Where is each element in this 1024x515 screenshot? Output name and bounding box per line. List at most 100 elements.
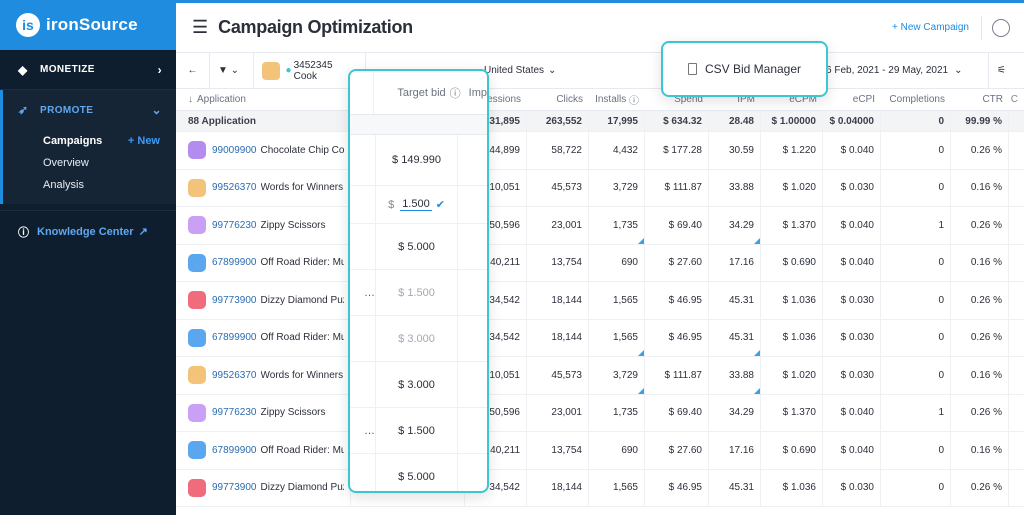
app-id: 67899900 — [212, 332, 257, 344]
bid-edit-cell[interactable]: $1.500 ✔ — [376, 186, 458, 223]
ecpm-cell: $ 1.036 — [761, 319, 823, 356]
bid-row: … $ 1.500 — [350, 270, 487, 316]
ecpi-cell: $ 0.030 — [823, 282, 881, 319]
app-cell[interactable]: 99526370 Words for Winners — [176, 169, 351, 206]
spend-cell: $ 46.95 — [645, 319, 709, 356]
sidebar-item-campaigns[interactable]: Campaigns + New — [43, 130, 176, 152]
column-settings-icon[interactable]: ⚟ — [988, 52, 1024, 89]
nav-promote-group: ➶ PROMOTE ⌄ Campaigns + New Overview Anal… — [0, 90, 176, 204]
logo-icon: is — [16, 13, 40, 37]
bid-value[interactable]: $ 1.500 — [376, 270, 458, 315]
sort-down-icon: ↓ — [188, 94, 193, 105]
bid-value[interactable]: $ 149.990 — [376, 135, 458, 185]
col-application-label: Application — [197, 94, 246, 105]
bid-value[interactable]: $ 3.000 — [376, 316, 458, 361]
col-ctr[interactable]: CTR — [982, 94, 1003, 105]
completions-cell: 1 — [881, 207, 951, 244]
ctr-cell: 0.26 % — [951, 394, 1009, 431]
app-name: Off Road Rider: Multi — [260, 444, 345, 456]
installs-cell: 3,729 — [589, 357, 645, 394]
nav-monetize[interactable]: ◆ MONETIZE › — [0, 50, 176, 90]
new-campaign-link[interactable]: + New — [127, 135, 160, 147]
app-cell[interactable]: 99526370 Words for Winners — [176, 357, 351, 394]
ecpi-cell: $ 0.040 — [823, 207, 881, 244]
menu-icon[interactable]: ☰ — [192, 17, 209, 37]
bid-spacer — [458, 270, 487, 315]
clicks-cell: 18,144 — [527, 319, 589, 356]
col-installs[interactable]: Installs ⓘ — [589, 89, 645, 110]
col-ecpm[interactable]: eCPM — [789, 94, 817, 105]
bid-spacer — [458, 316, 487, 361]
bid-value[interactable]: $ 3.000 — [376, 362, 458, 407]
col-more[interactable]: C — [1010, 94, 1018, 105]
csv-bid-manager-button[interactable]: CSV Bid Manager — [661, 41, 828, 97]
ecpi-cell: $ 0.040 — [823, 394, 881, 431]
col-completions[interactable]: Completions — [889, 94, 945, 105]
bid-value[interactable]: $ 1.500 — [376, 408, 458, 453]
sidebar-item-overview[interactable]: Overview — [43, 157, 89, 169]
app-icon — [262, 61, 280, 80]
document-icon — [687, 63, 697, 75]
ipm-cell: 45.31 — [709, 319, 761, 356]
app-id: 99773900 — [212, 482, 257, 494]
col-impressions[interactable]: Impressions — [467, 94, 521, 105]
ellipsis: … — [364, 424, 375, 437]
bid-gutter — [350, 316, 376, 361]
col-spend[interactable]: Spend — [674, 94, 703, 105]
col-ipm[interactable]: IPM — [737, 94, 755, 105]
new-campaign-button[interactable]: + New Campaign — [892, 22, 969, 33]
main-area: ☰ Campaign Optimization + New Campaign ←… — [176, 0, 1024, 515]
table-row[interactable]: 99526370 Words for Winners 10,051 45,573 3,… — [176, 169, 1024, 207]
summary-app: 88 Application — [176, 111, 351, 131]
col-application[interactable]: ↓ Application — [176, 89, 351, 110]
table-row[interactable]: 99526370 Words for Winners 10,051 45,573 3,… — [176, 357, 1024, 395]
app-icon — [188, 216, 206, 235]
table-row[interactable]: 99776230 Zippy Scissors 50,596 23,001 1,735… — [176, 207, 1024, 245]
bid-gutter — [350, 186, 376, 223]
bid-spacer — [458, 362, 487, 407]
installs-cell: 1,735 — [589, 394, 645, 431]
back-arrow-icon[interactable]: ← — [176, 52, 210, 89]
completions-cell: 0 — [881, 357, 951, 394]
bid-input[interactable]: 1.500 — [400, 198, 432, 211]
impressions-cell: 10,051 — [465, 357, 527, 394]
nav-promote[interactable]: ➶ PROMOTE ⌄ — [3, 90, 176, 130]
bid-gutter — [350, 362, 376, 407]
col-clicks[interactable]: Clicks — [556, 94, 583, 105]
brand-logo[interactable]: is ironSource — [0, 0, 176, 50]
ecpi-cell: $ 0.040 — [823, 432, 881, 469]
user-icon[interactable] — [992, 18, 1010, 37]
ipm-cell: 45.31 — [709, 282, 761, 319]
col-ecpi[interactable]: eCPI — [852, 94, 875, 105]
bid-value[interactable]: $ 5.000 — [376, 454, 458, 491]
bid-value[interactable]: $ 5.000 — [376, 224, 458, 269]
app-cell[interactable]: 99776230 Zippy Scissors — [176, 394, 351, 431]
summary-clicks: 263,552 — [527, 111, 589, 131]
country-filter[interactable]: United States ⌄ — [476, 53, 586, 89]
check-icon[interactable]: ✔ — [435, 199, 445, 211]
filter-icon[interactable]: ▼ ⌄ — [210, 52, 254, 89]
sidebar-item-analysis[interactable]: Analysis — [43, 179, 84, 191]
knowledge-center-link[interactable]: ⓘ Knowledge Center ↗ — [0, 210, 176, 252]
app-cell[interactable]: 99776230 Zippy Scissors — [176, 207, 351, 244]
table-row[interactable]: 99776230 Zippy Scissors 50,596 23,001 1,735… — [176, 394, 1024, 432]
sidebar-item-label: Campaigns — [43, 135, 103, 147]
spend-cell: $ 27.60 — [645, 432, 709, 469]
date-range-filter[interactable]: 6 Feb, 2021 - 29 May, 2021 ⌄ — [818, 53, 984, 89]
ecpm-cell: $ 0.690 — [761, 432, 823, 469]
external-link-icon: ↗ — [138, 226, 148, 238]
clicks-cell: 23,001 — [527, 207, 589, 244]
app-id: 99526370 — [212, 182, 257, 194]
